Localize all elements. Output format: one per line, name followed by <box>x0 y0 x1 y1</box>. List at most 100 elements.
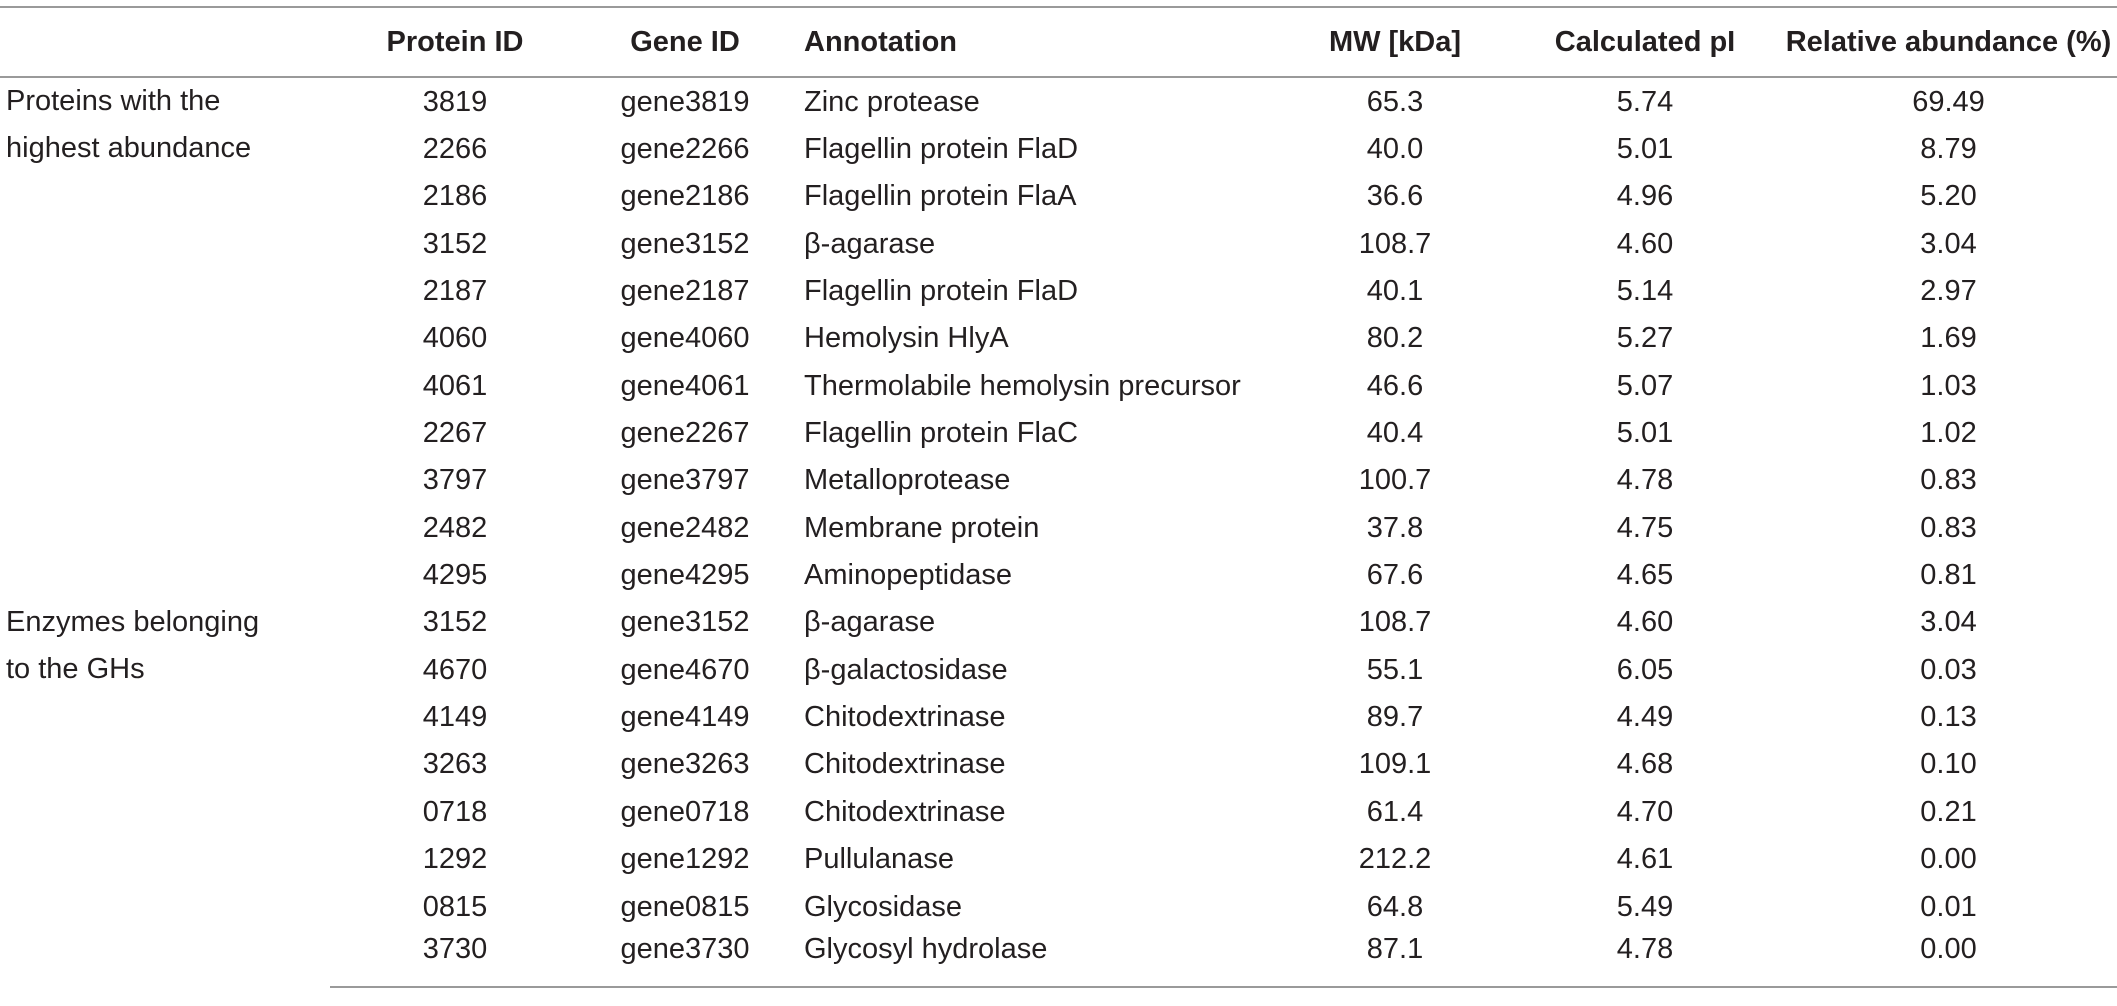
cell-pi: 5.14 <box>1616 275 1674 308</box>
table-header: Protein ID Gene ID Annotation MW [kDa] C… <box>0 6 2117 78</box>
table-row: Proteins with the highest abundance 3819 ge… <box>0 77 2117 164</box>
cell-gene-id: gene4149 <box>620 701 750 734</box>
cell-protein-id: 3797 <box>422 464 488 497</box>
cell-annotation: Pullulanase <box>804 843 954 876</box>
table-row: 2267 gene2267 Flagellin protein FlaC 40.4 5.… <box>0 409 2117 456</box>
cell-mw: 212.2 <box>1358 843 1432 876</box>
cell-abundance: 0.00 <box>1780 930 2117 989</box>
cell-protein-id: 3152 <box>422 606 488 639</box>
cell-pi: 4.68 <box>1616 748 1674 781</box>
cell-annotation: Thermolabile hemolysin precursor <box>804 369 1241 402</box>
cell-annotation: Flagellin protein FlaA <box>804 180 1077 213</box>
cell-gene-id: gene0815 <box>620 890 750 923</box>
group-label-line: to the GHs <box>6 653 145 686</box>
cell-pi: 4.61 <box>1616 843 1674 876</box>
cell-mw: 67.6 <box>1366 559 1424 592</box>
cell-gene-id: gene3797 <box>620 464 750 497</box>
cell-abundance: 0.01 <box>1920 890 1977 923</box>
header-pi: Calculated pI <box>1510 6 1780 78</box>
cell-abundance: 0.21 <box>1920 795 1977 828</box>
cell-gene-id: gene2267 <box>620 417 750 450</box>
table-row: 3263 gene3263 Chitodextrinase 109.1 4.68 0.10 <box>0 741 2117 788</box>
cell-abundance: 0.03 <box>1920 653 1977 686</box>
cell-annotation: β-galactosidase <box>804 653 1008 686</box>
cell-pi: 4.75 <box>1616 511 1674 544</box>
cell-abundance: 69.49 <box>1912 85 1985 118</box>
cell-gene-id: gene2482 <box>620 511 750 544</box>
table-row: 3152 gene3152 β-agarase 108.7 4.60 3.04 <box>0 220 2117 267</box>
cell-mw: 64.8 <box>1366 890 1424 923</box>
group-label-line: Proteins with the <box>6 85 221 117</box>
cell-mw: 61.4 <box>1366 795 1424 828</box>
cell-annotation: Chitodextrinase <box>804 701 1006 734</box>
cell-mw: 87.1 <box>1280 930 1510 989</box>
table-row: 0718 gene0718 Chitodextrinase 61.4 4.70 0.21 <box>0 788 2117 835</box>
cell-mw: 40.1 <box>1366 275 1424 308</box>
table-row: 4061 gene4061 Thermolabile hemolysin precu… <box>0 362 2117 409</box>
cell-abundance: 0.83 <box>1920 511 1977 544</box>
cell-annotation: Hemolysin HlyA <box>804 322 1009 355</box>
cell-annotation: Chitodextrinase <box>804 748 1006 781</box>
cell-protein-id: 3263 <box>422 748 488 781</box>
cell-abundance: 0.81 <box>1920 559 1977 592</box>
cell-annotation: Flagellin protein FlaC <box>804 417 1079 450</box>
cell-pi: 4.78 <box>1510 930 1780 989</box>
cell-pi: 5.01 <box>1616 133 1674 166</box>
cell-mw: 108.7 <box>1358 227 1432 260</box>
cell-mw: 37.8 <box>1366 511 1424 544</box>
cell-protein-id: 0815 <box>422 890 488 923</box>
cell-abundance: 5.20 <box>1920 180 1977 213</box>
table-row: 1292 gene1292 Pullulanase 212.2 4.61 0.00 <box>0 836 2117 883</box>
cell-mw: 108.7 <box>1358 606 1432 639</box>
cell-annotation: Glycosidase <box>804 890 962 923</box>
cell-protein-id: 4149 <box>422 701 488 734</box>
cell-gene-id: gene3730 <box>580 930 790 989</box>
table-row: 2187 gene2187 Flagellin protein FlaD 40.1 5.… <box>0 267 2117 314</box>
cell-pi: 4.78 <box>1616 464 1674 497</box>
group-label: Enzymes belonging to the GHs <box>0 599 330 987</box>
cell-protein-id: 4061 <box>422 369 488 402</box>
table-row: Enzymes belonging to the GHs 3152 gene3152 β… <box>0 599 2117 685</box>
cell-protein-id: 4670 <box>422 653 488 686</box>
cell-mw: 55.1 <box>1366 653 1424 686</box>
table-row: 4670 gene4670 β-galactosidase 55.1 6.05 0.03 <box>0 646 2117 693</box>
header-annotation: Annotation <box>790 6 1280 78</box>
cell-gene-id: gene4295 <box>620 559 750 592</box>
cell-protein-id: 2267 <box>422 417 488 450</box>
header-mw: MW [kDa] <box>1280 6 1510 78</box>
cell-annotation: Zinc protease <box>804 85 980 118</box>
table-row: 2482 gene2482 Membrane protein 37.8 4.75 0.83 <box>0 504 2117 551</box>
table-body: Proteins with the highest abundance 3819 ge… <box>0 77 2117 989</box>
cell-abundance: 3.04 <box>1920 606 1977 639</box>
cell-pi: 6.05 <box>1616 653 1674 686</box>
cell-gene-id: gene3819 <box>620 85 750 118</box>
cell-abundance: 1.03 <box>1920 369 1977 402</box>
protein-table: Protein ID Gene ID Annotation MW [kDa] C… <box>0 6 2117 989</box>
cell-gene-id: gene2187 <box>620 275 750 308</box>
group-label-line: highest abundance <box>6 132 252 165</box>
cell-gene-id: gene1292 <box>620 843 750 876</box>
group-label-line: Enzymes belonging <box>6 605 260 638</box>
cell-gene-id: gene2186 <box>620 180 750 213</box>
cell-gene-id: gene4061 <box>620 369 750 402</box>
table-row: 0815 gene0815 Glycosidase 64.8 5.49 0.01 <box>0 883 2117 930</box>
table-row: 2186 gene2186 Flagellin protein FlaA 36.6 4.… <box>0 173 2117 220</box>
cell-protein-id: 2187 <box>422 275 488 308</box>
header-protein-id: Protein ID <box>330 6 580 78</box>
header-row: Protein ID Gene ID Annotation MW [kDa] C… <box>0 6 2117 78</box>
cell-annotation: Membrane protein <box>804 511 1040 544</box>
cell-mw: 36.6 <box>1366 180 1424 213</box>
cell-gene-id: gene4060 <box>620 322 750 355</box>
cell-pi: 4.60 <box>1616 606 1674 639</box>
cell-protein-id: 2482 <box>422 511 488 544</box>
cell-protein-id: 4060 <box>422 322 488 355</box>
group-label: Proteins with the highest abundance <box>0 77 330 599</box>
header-group <box>0 6 330 78</box>
cell-annotation: Chitodextrinase <box>804 795 1006 828</box>
cell-abundance: 2.97 <box>1920 275 1977 308</box>
table-row: 4295 gene4295 Aminopeptidase 67.6 4.65 0.81 <box>0 551 2117 598</box>
cell-abundance: 0.83 <box>1920 464 1977 497</box>
header-abundance: Relative abundance (%) <box>1780 6 2117 78</box>
header-gene-id: Gene ID <box>580 6 790 78</box>
